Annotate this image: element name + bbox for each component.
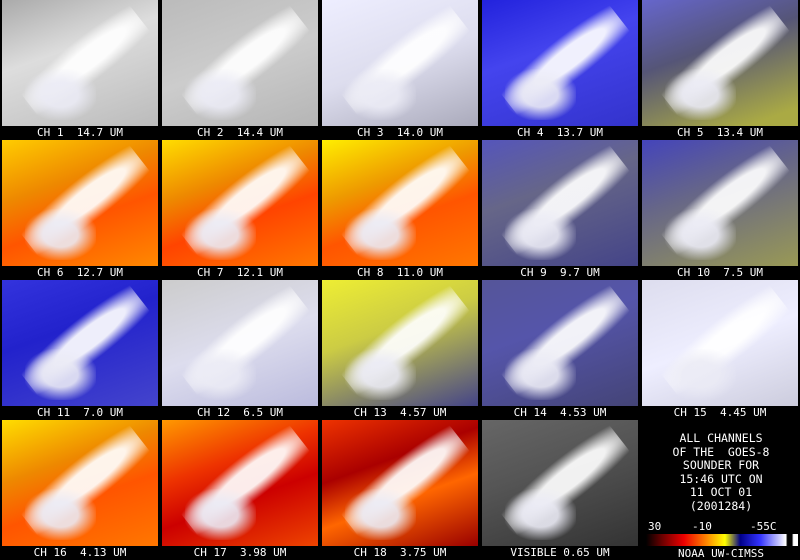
cloud-mass [345, 349, 416, 400]
info-text: ALL CHANNELS OF THE GOES-8 SOUNDER FOR 15:4… [642, 431, 800, 513]
satellite-image [2, 280, 158, 406]
cloud-mass [505, 489, 576, 540]
satellite-image [482, 420, 638, 546]
channel-panel: CH 17 3.98 UM [160, 420, 320, 560]
satellite-image [482, 0, 638, 126]
channel-label: CH 11 7.0 UM [36, 406, 124, 419]
channel-label: CH 7 12.1 UM [196, 266, 284, 279]
cloud-mass [185, 69, 256, 120]
satellite-image [642, 140, 798, 266]
satellite-image [162, 0, 318, 126]
satellite-image [2, 140, 158, 266]
cloud-mass [25, 489, 96, 540]
channel-label: CH 17 3.98 UM [193, 546, 287, 559]
satellite-image [2, 420, 158, 546]
cloud-mass [185, 349, 256, 400]
cloud-mass [665, 209, 736, 260]
channel-panel: CH 4 13.7 UM [480, 0, 640, 140]
colorbar [646, 534, 798, 546]
channel-panel: CH 12 6.5 UM [160, 280, 320, 420]
channel-label: CH 9 9.7 UM [520, 266, 600, 279]
satellite-image [322, 280, 478, 406]
satellite-image [642, 0, 798, 126]
channel-panel: CH 10 7.5 UM [640, 140, 800, 280]
channel-panel: CH 1 14.7 UM [0, 0, 160, 140]
channel-panel: CH 5 13.4 UM [640, 0, 800, 140]
colorbar-label: -10 [692, 520, 712, 533]
channel-label: CH 16 4.13 UM [33, 546, 127, 559]
cloud-mass [25, 209, 96, 260]
channel-label: CH 8 11.0 UM [356, 266, 444, 279]
channel-panel: CH 8 11.0 UM [320, 140, 480, 280]
channel-label: CH 2 14.4 UM [196, 126, 284, 139]
satellite-image [482, 140, 638, 266]
channel-panel: CH 11 7.0 UM [0, 280, 160, 420]
satellite-image [322, 140, 478, 266]
cloud-mass [665, 349, 736, 400]
colorbar-labels: 30 -10 -55C [648, 520, 794, 533]
cloud-mass [505, 209, 576, 260]
channel-panel: CH 18 3.75 UM [320, 420, 480, 560]
channel-panel: CH 13 4.57 UM [320, 280, 480, 420]
info-panel: ALL CHANNELS OF THE GOES-8 SOUNDER FOR 15:4… [642, 420, 800, 560]
cloud-mass [505, 69, 576, 120]
cloud-mass [185, 489, 256, 540]
channel-label: CH 13 4.57 UM [353, 406, 447, 419]
channel-label: CH 4 13.7 UM [516, 126, 604, 139]
channel-panel: CH 3 14.0 UM [320, 0, 480, 140]
info-line: 15:46 UTC ON [679, 471, 763, 486]
satellite-image [642, 280, 798, 406]
cloud-mass [25, 69, 96, 120]
cloud-mass [345, 489, 416, 540]
info-line: OF THE GOES-8 [672, 444, 770, 459]
colorbar-label: 30 [648, 520, 662, 533]
cloud-mass [345, 209, 416, 260]
cloud-mass [505, 349, 576, 400]
satellite-image [162, 280, 318, 406]
channel-panel: CH 7 12.1 UM [160, 140, 320, 280]
channel-panel: CH 15 4.45 UM [640, 280, 800, 420]
satellite-image [322, 420, 478, 546]
channel-label: CH 6 12.7 UM [36, 266, 124, 279]
satellite-image [482, 280, 638, 406]
info-line: SOUNDER FOR [682, 458, 760, 472]
channel-panel: VISIBLE 0.65 UM [480, 420, 640, 560]
channel-panel: CH 9 9.7 UM [480, 140, 640, 280]
channel-label: CH 1 14.7 UM [36, 126, 124, 139]
credit: NOAA UW-CIMSS [677, 547, 765, 560]
satellite-image [162, 140, 318, 266]
info-line: 11 OCT 01 [689, 485, 753, 499]
cloud-mass [665, 69, 736, 120]
channel-panel: CH 16 4.13 UM [0, 420, 160, 560]
cloud-mass [185, 209, 256, 260]
cloud-mass [345, 69, 416, 120]
channel-label: CH 12 6.5 UM [196, 406, 284, 419]
channel-label: VISIBLE 0.65 UM [510, 546, 610, 559]
info-line: (2001284) [689, 498, 753, 513]
colorbar-label: -55C [750, 520, 777, 533]
satellite-image [322, 0, 478, 126]
channel-panel: CH 2 14.4 UM [160, 0, 320, 140]
cloud-mass [25, 349, 96, 400]
satellite-image [162, 420, 318, 546]
satellite-image [2, 0, 158, 126]
channel-label: CH 5 13.4 UM [676, 126, 764, 139]
channel-panel: CH 6 12.7 UM [0, 140, 160, 280]
channel-label: CH 15 4.45 UM [673, 406, 767, 419]
channel-panel: CH 14 4.53 UM [480, 280, 640, 420]
channel-label: CH 18 3.75 UM [353, 546, 447, 559]
info-line: ALL CHANNELS [679, 431, 763, 445]
channel-label: CH 14 4.53 UM [513, 406, 607, 419]
channel-label: CH 10 7.5 UM [676, 266, 764, 279]
channel-label: CH 3 14.0 UM [356, 126, 444, 139]
